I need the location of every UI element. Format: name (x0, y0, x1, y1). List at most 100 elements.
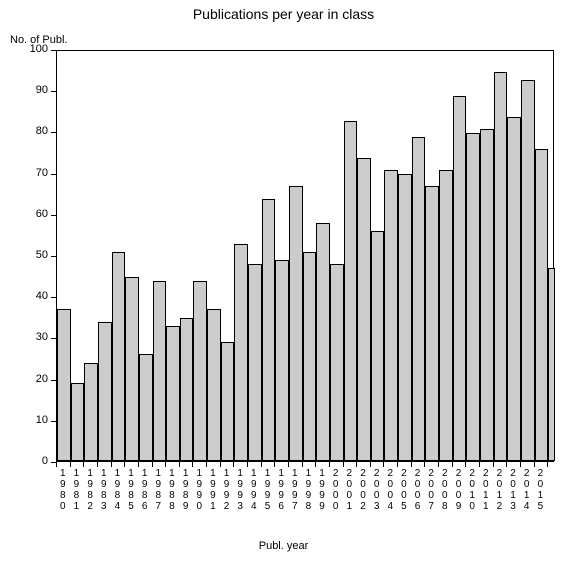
x-tick (506, 462, 507, 467)
bar (316, 223, 330, 461)
x-tick-label-char: 0 (383, 490, 397, 501)
x-tick-label-char: 2 (397, 468, 411, 479)
y-tick (51, 421, 56, 422)
x-tick (383, 462, 384, 467)
x-tick-label-char: 0 (465, 501, 479, 512)
x-tick-label-char: 1 (111, 468, 125, 479)
bar (521, 80, 535, 461)
x-tick-label-char: 9 (302, 479, 316, 490)
bar (466, 133, 480, 461)
x-tick-label-char: 9 (192, 490, 206, 501)
x-tick-label-char: 0 (370, 479, 384, 490)
x-tick-label-char: 7 (424, 501, 438, 512)
x-tick-label-char: 1 (165, 468, 179, 479)
y-tick-label: 0 (20, 455, 48, 467)
y-tick-label: 40 (20, 290, 48, 302)
x-tick-label-char: 2 (493, 468, 507, 479)
x-tick-label-char: 6 (411, 501, 425, 512)
x-tick-label-char: 0 (424, 490, 438, 501)
bar (234, 244, 248, 461)
bar (84, 363, 98, 461)
x-tick-label-char: 1 (465, 490, 479, 501)
x-tick (424, 462, 425, 467)
x-tick-label-char: 1 (152, 468, 166, 479)
bar (71, 383, 85, 461)
x-tick-label-char: 6 (274, 501, 288, 512)
x-tick-label-char: 1 (233, 468, 247, 479)
bar (139, 354, 153, 461)
y-tick-label: 100 (20, 43, 48, 55)
x-tick-label-char: 8 (111, 490, 125, 501)
bar (221, 342, 235, 461)
x-tick-label-char: 7 (152, 501, 166, 512)
x-tick-label-char: 1 (247, 468, 261, 479)
x-tick-label-char: 9 (220, 490, 234, 501)
x-tick-label-char: 1 (479, 501, 493, 512)
x-tick-label-char: 3 (233, 501, 247, 512)
y-tick-label: 30 (20, 331, 48, 343)
x-tick-label-char: 9 (56, 479, 70, 490)
x-tick-label-char: 2 (452, 468, 466, 479)
x-tick-label-char: 8 (438, 501, 452, 512)
x-tick (70, 462, 71, 467)
x-tick (465, 462, 466, 467)
y-tick (51, 132, 56, 133)
y-tick (51, 174, 56, 175)
x-tick-label-char: 2 (83, 501, 97, 512)
x-tick-label-char: 0 (411, 479, 425, 490)
bar (494, 72, 508, 462)
x-tick-label-char: 2 (411, 468, 425, 479)
x-tick-label-char: 1 (288, 468, 302, 479)
bar (535, 149, 549, 461)
x-tick-label-char: 0 (397, 490, 411, 501)
x-tick-label-char: 1 (192, 468, 206, 479)
x-tick-label-char: 2 (465, 468, 479, 479)
x-tick-label-char: 8 (302, 501, 316, 512)
y-tick-label: 70 (20, 167, 48, 179)
x-tick-label-char: 1 (506, 490, 520, 501)
x-tick-label-char: 0 (534, 479, 548, 490)
x-tick (329, 462, 330, 467)
x-tick-label-char: 1 (493, 490, 507, 501)
x-tick-label-char: 1 (534, 490, 548, 501)
x-tick (438, 462, 439, 467)
x-tick-label-char: 2 (383, 468, 397, 479)
x-tick-label-char: 5 (397, 501, 411, 512)
x-tick-label-char: 1 (179, 468, 193, 479)
x-tick-label-char: 9 (206, 490, 220, 501)
x-tick-label-char: 9 (274, 479, 288, 490)
x-tick-label-char: 0 (452, 479, 466, 490)
bar (371, 231, 385, 461)
x-tick (83, 462, 84, 467)
x-tick-label-char: 0 (383, 479, 397, 490)
x-tick-label-char: 2 (220, 501, 234, 512)
x-tick-label-char: 0 (438, 490, 452, 501)
x-tick (274, 462, 275, 467)
x-tick-label-char: 0 (452, 490, 466, 501)
x-tick-label-char: 1 (124, 468, 138, 479)
x-tick-label-char: 1 (479, 490, 493, 501)
x-tick-label-char: 2 (370, 468, 384, 479)
x-tick-label-char: 1 (56, 468, 70, 479)
x-tick-label-char: 3 (97, 501, 111, 512)
x-tick-label-char: 2 (356, 501, 370, 512)
y-tick-label: 50 (20, 249, 48, 261)
x-tick (179, 462, 180, 467)
x-tick-label-char: 2 (424, 468, 438, 479)
x-tick-label-char: 1 (70, 468, 84, 479)
bar (548, 268, 555, 461)
x-tick-label-char: 4 (520, 501, 534, 512)
x-tick-label-char: 2 (534, 468, 548, 479)
x-tick-label-char: 8 (179, 490, 193, 501)
x-tick-label-char: 8 (56, 490, 70, 501)
x-tick-label-char: 8 (97, 490, 111, 501)
bar (507, 117, 521, 461)
bar (193, 281, 207, 461)
x-tick-label-char: 5 (124, 501, 138, 512)
y-tick (51, 380, 56, 381)
x-tick-label-char: 9 (233, 490, 247, 501)
chart-container: Publications per year in class No. of Pu… (0, 0, 567, 567)
x-tick-label-char: 8 (70, 490, 84, 501)
bar (262, 199, 276, 461)
y-tick (51, 338, 56, 339)
